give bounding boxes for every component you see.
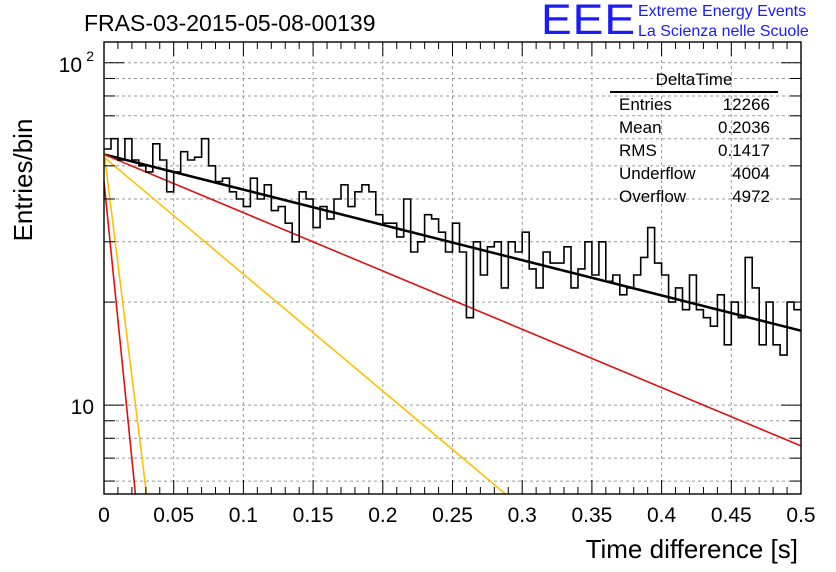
stats-row-overflow: Overflow 4972 — [610, 185, 778, 208]
fit-yellow — [103, 156, 507, 495]
logo-line-2: La Scienza nelle Scuole — [638, 23, 809, 40]
x-tick-label: 0.4 — [647, 504, 677, 527]
stats-row-underflow: Underflow 4004 — [610, 162, 778, 185]
stats-value: 0.2036 — [718, 118, 770, 137]
stats-label: Underflow — [619, 164, 696, 183]
stats-label: Overflow — [619, 187, 687, 206]
stats-row-rms: RMS 0.1417 — [610, 139, 778, 162]
x-tick-label: 0.3 — [508, 504, 537, 527]
x-tick-labels: 0 0.05 0.1 0.15 0.2 0.25 0.3 0.35 0.4 0.45 0.5 — [98, 504, 815, 527]
axis-ticks — [103, 42, 802, 494]
histogram-bars — [104, 137, 801, 356]
fit-red-slow — [103, 153, 802, 447]
x-tick-label: 0.15 — [293, 504, 334, 527]
x-tick-label: 0 — [98, 504, 110, 527]
stats-value: 4972 — [732, 187, 770, 206]
fit-red-fast — [103, 181, 137, 495]
stats-label: Mean — [619, 118, 662, 137]
x-tick-label: 0.1 — [229, 504, 258, 527]
x-tick-label: 0.5 — [786, 504, 815, 527]
x-axis-label: Time difference [s] — [586, 534, 798, 564]
logo-line-1: Extreme Energy Events — [638, 3, 807, 20]
stats-title: DeltaTime — [610, 70, 778, 93]
x-tick-label: 0.25 — [432, 504, 473, 527]
chart-title: FRAS-03-2015-05-08-00139 — [84, 10, 376, 36]
fit-yellow-fast — [103, 151, 148, 495]
stats-label: Entries — [619, 95, 672, 114]
stats-row-entries: Entries 12266 — [610, 93, 778, 116]
y-tick-label: 10 — [71, 396, 94, 419]
y-tick-exponent: 2 — [86, 48, 94, 64]
stats-row-mean: Mean 0.2036 — [610, 116, 778, 139]
stats-value: 12266 — [722, 95, 770, 114]
y-tick-label: 10 — [59, 54, 82, 77]
x-tick-label: 0.05 — [153, 504, 194, 527]
stats-value: 4004 — [732, 164, 770, 183]
x-tick-label: 0.2 — [368, 504, 397, 527]
eee-logo: EEE — [541, 0, 637, 44]
x-tick-label: 0.35 — [571, 504, 612, 527]
x-tick-label: 0.45 — [711, 504, 752, 527]
stats-box: DeltaTime Entries 12266 Mean 0.2036 RMS 0.1… — [610, 70, 778, 208]
stats-label: RMS — [619, 141, 657, 160]
stats-value: 0.1417 — [718, 141, 770, 160]
y-axis-label: Entries/bin — [8, 119, 38, 242]
